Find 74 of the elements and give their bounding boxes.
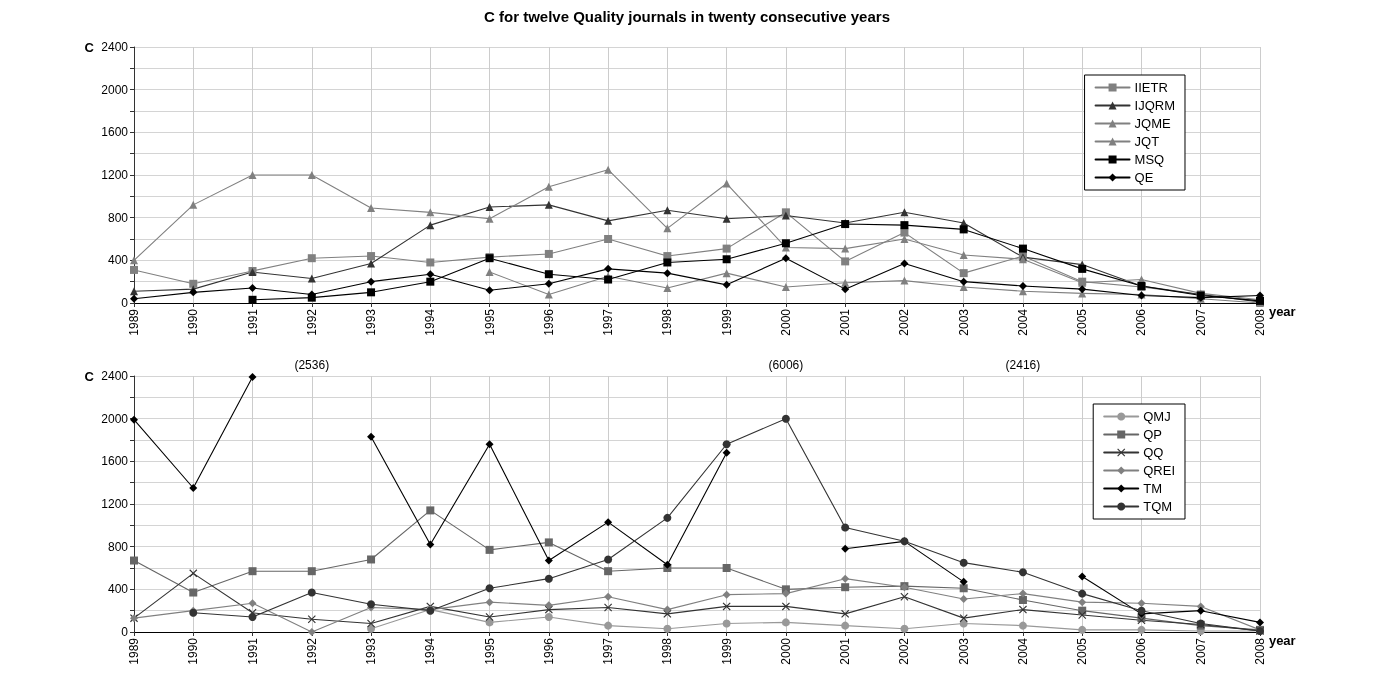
y-tick-label: 2400 (101, 369, 129, 383)
legend-label: JQME (1134, 116, 1171, 131)
x-tick-label: 1997 (601, 637, 616, 665)
x-tick-label: 1989 (127, 637, 141, 665)
x-tick-label: 1996 (541, 308, 556, 336)
x-tick-label: 2000 (778, 308, 793, 336)
text: (2536) (294, 358, 330, 372)
legend-label: QP (1143, 427, 1163, 442)
y-tick-label: 800 (107, 539, 129, 554)
legend-label: QREI (1143, 463, 1176, 478)
x-tick-label: 1999 (719, 637, 734, 665)
x-tick-label: 2005 (1075, 308, 1090, 336)
legend-label: QE (1134, 170, 1154, 185)
legend-label: JQT (1134, 134, 1160, 149)
x-tick-label: 1994 (423, 637, 438, 665)
legend-label: IJQRM (1134, 98, 1176, 113)
x-tick-label: 1991 (245, 308, 260, 336)
y-tick-label: 400 (107, 253, 129, 268)
y-axis-title: C (84, 39, 95, 55)
x-tick-label: 2001 (838, 308, 853, 336)
legend-label: IIETR (1134, 80, 1168, 95)
x-tick-label: 1991 (245, 637, 260, 665)
x-tick-label: 2002 (897, 308, 912, 336)
chart-title: C for twelve Quality journals in twenty consecutive years (484, 8, 890, 25)
legend-label: QMJ (1143, 409, 1171, 424)
x-axis-title: year (1268, 304, 1296, 319)
x-axis-title: year (1268, 633, 1296, 648)
x-tick-label: 1998 (660, 308, 675, 336)
x-tick-label: 1997 (601, 308, 616, 336)
y-tick-label: 0 (121, 296, 129, 310)
y-tick-label: 400 (107, 582, 129, 597)
legend-label: MSQ (1134, 152, 1165, 167)
x-tick-label: 1996 (541, 637, 556, 665)
x-tick-label: 1990 (186, 637, 201, 665)
text: (6006) (768, 358, 804, 372)
x-tick-label: 1995 (482, 308, 497, 336)
y-axis-title: C (84, 368, 95, 384)
text: (2416) (1005, 358, 1041, 372)
x-tick-label: 1989 (127, 308, 141, 336)
x-tick-label: 2008 (1253, 637, 1267, 665)
y-tick-label: 2000 (101, 82, 129, 97)
x-tick-label: 1994 (423, 308, 438, 336)
y-tick-label: 0 (121, 625, 129, 639)
x-tick-label: 2002 (897, 637, 912, 665)
x-tick-label: 2003 (956, 637, 971, 665)
x-tick-label: 1992 (304, 637, 319, 665)
legend-label: TQM (1143, 499, 1173, 514)
x-tick-label: 2004 (1015, 637, 1030, 665)
y-tick-label: 1200 (101, 497, 129, 511)
legend-label: QQ (1143, 445, 1164, 460)
x-tick-label: 2001 (838, 637, 853, 665)
x-tick-label: 2003 (956, 308, 971, 336)
y-tick-label: 2000 (101, 411, 129, 426)
legend-label: TM (1143, 481, 1162, 496)
x-tick-label: 2004 (1015, 308, 1030, 336)
x-tick-label: 2005 (1075, 637, 1090, 665)
x-tick-label: 1995 (482, 637, 497, 665)
x-tick-label: 1992 (304, 308, 319, 336)
x-tick-label: 1998 (660, 637, 675, 665)
x-tick-label: 1999 (719, 308, 734, 336)
x-tick-label: 2008 (1253, 308, 1267, 336)
y-tick-label: 1600 (101, 125, 129, 140)
y-tick-label: 800 (107, 210, 129, 225)
y-tick-label: 1600 (101, 454, 129, 469)
x-tick-label: 1993 (364, 637, 379, 665)
x-tick-label: 2006 (1134, 637, 1149, 665)
x-tick-label: 2006 (1134, 308, 1149, 336)
x-tick-label: 1990 (186, 308, 201, 336)
x-tick-label: 2000 (778, 637, 793, 665)
x-tick-label: 2007 (1193, 308, 1208, 336)
x-tick-label: 2007 (1193, 637, 1208, 665)
y-tick-label: 1200 (101, 168, 129, 182)
y-tick-label: 2400 (101, 40, 129, 54)
x-tick-label: 1993 (364, 308, 379, 336)
